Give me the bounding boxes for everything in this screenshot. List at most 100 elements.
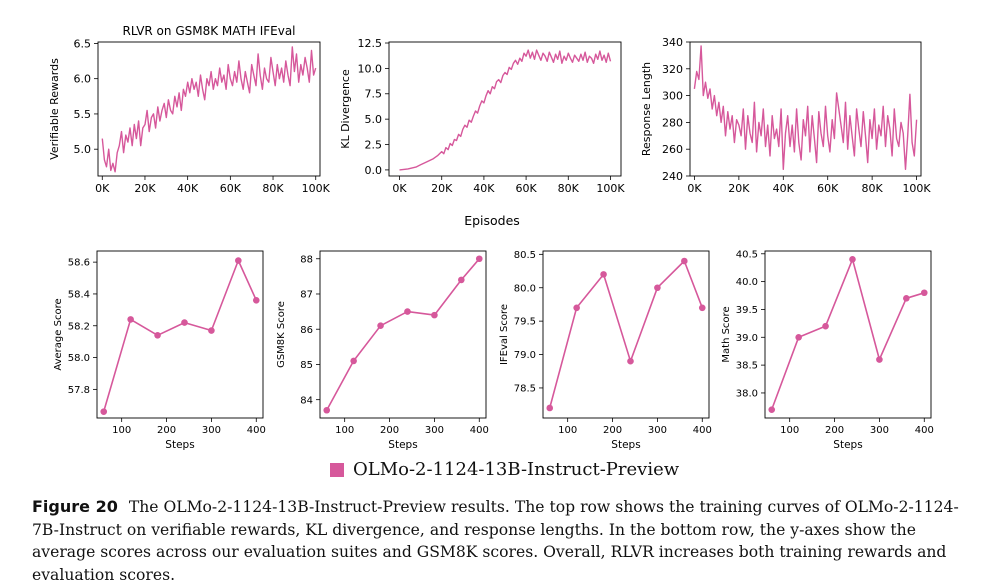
x-tick-label: 300: [870, 425, 889, 436]
x-axis-label: Steps: [611, 439, 640, 451]
x-tick-label: 200: [380, 425, 399, 436]
x-tick-label: 20K: [728, 182, 750, 195]
y-tick-label: 240: [662, 170, 683, 183]
data-point: [822, 322, 829, 330]
x-tick-label: 100: [112, 425, 131, 436]
data-point: [546, 404, 554, 412]
plot-frame: [689, 41, 922, 177]
x-tick-label: 40K: [473, 182, 495, 195]
data-point: [795, 333, 802, 341]
y-tick-label: 58.0: [68, 353, 90, 364]
data-point: [208, 327, 215, 334]
data-point: [235, 257, 242, 264]
y-tick-label: 88: [300, 254, 313, 265]
series-line: [325, 258, 480, 411]
chart-title: RLVR on GSM8K MATH IFEval: [122, 24, 295, 38]
x-tick-label: 200: [825, 425, 844, 436]
x-tick-label: 400: [915, 425, 934, 436]
data-point: [768, 406, 776, 413]
y-tick-label: 10.0: [358, 62, 383, 75]
y-tick-label: 260: [662, 143, 683, 156]
y-tick-label: 39.5: [736, 305, 758, 316]
data-point: [903, 295, 910, 302]
legend-label: OLMo-2-1124-13B-Instruct-Preview: [353, 459, 680, 480]
y-tick-label: 38.5: [736, 361, 758, 372]
data-point: [431, 311, 438, 319]
y-tick-label: 5.0: [74, 143, 92, 156]
x-tick-label: 300: [425, 425, 444, 436]
y-tick-label: 58.2: [68, 321, 90, 332]
data-point: [100, 408, 108, 415]
y-tick-label: 80.5: [514, 250, 536, 261]
series-line: [102, 259, 258, 412]
y-tick-label: 80.0: [514, 283, 536, 294]
y-axis-label: Math Score: [721, 306, 732, 362]
y-tick-label: 58.6: [68, 258, 90, 269]
y-tick-label: 79.5: [514, 317, 536, 328]
data-point: [404, 308, 411, 315]
x-tick-label: 100K: [302, 182, 331, 195]
data-point: [681, 257, 688, 265]
x-tick-label: 200: [603, 425, 622, 436]
x-tick-label: 100: [780, 425, 799, 436]
data-point: [698, 304, 706, 312]
y-tick-label: 38.0: [736, 389, 758, 400]
plot-frame: [96, 250, 264, 419]
y-tick-label: 0.0: [365, 164, 383, 177]
chart-panel-2: 0K 20K 40K 60K 80K 100K 0.0 2.5 5.0 7.5 10.0 12.5 KL…: [339, 37, 625, 195]
y-tick-label: 7.5: [365, 88, 383, 101]
series-line: [770, 258, 925, 410]
plot-frame: [542, 250, 710, 419]
shared-x-axis-label: Episodes: [464, 213, 520, 228]
x-tick-label: 60K: [515, 182, 537, 195]
figure-caption: Figure 20 The OLMo-2-1124-13B-Instruct-P…: [32, 496, 962, 586]
y-tick-label: 86: [300, 325, 313, 336]
legend: OLMo-2-1124-13B-Instruct-Preview: [330, 459, 679, 480]
data-point: [323, 406, 331, 414]
data-point: [154, 331, 161, 339]
y-tick-label: 78.5: [514, 384, 536, 395]
plot-frame: [319, 250, 487, 419]
x-axis-label: Steps: [833, 439, 862, 451]
y-tick-label: 87: [300, 290, 313, 301]
y-tick-label: 5.5: [74, 108, 92, 121]
x-tick-label: 300: [202, 425, 221, 436]
y-tick-label: 58.4: [68, 290, 90, 301]
y-tick-label: 300: [662, 90, 683, 103]
y-axis-label: GSM8K Score: [276, 301, 287, 368]
y-tick-label: 6.5: [74, 37, 92, 50]
y-tick-label: 40.0: [736, 277, 758, 288]
plot-frame: [388, 41, 622, 177]
chart-panel-3: 0K 20K 40K 60K 80K 100K 240 260 280 300 320 340 Resp…: [640, 36, 931, 195]
x-tick-label: 400: [693, 425, 712, 436]
y-tick-label: 39.0: [736, 333, 758, 344]
data-point: [876, 356, 883, 363]
x-tick-label: 100K: [596, 182, 625, 195]
y-axis-label: Average Score: [53, 298, 64, 370]
x-tick-label: 200: [157, 425, 176, 436]
chart-panel-4: 100 200 300 400 57.8 58.0 58.2 58.4 58.6 Steps Ave…: [53, 250, 266, 451]
x-tick-label: 80K: [262, 182, 284, 195]
series-line: [101, 46, 317, 173]
caption-label: Figure 20: [32, 497, 118, 516]
chart-panel-7: 100 200 300 400 38.0 38.5 39.0 39.5 40.0 40.5 Step…: [721, 249, 934, 451]
y-axis-label: Response Length: [640, 62, 653, 156]
x-tick-label: 80K: [862, 182, 884, 195]
y-tick-label: 84: [300, 395, 313, 406]
y-tick-label: 79.0: [514, 350, 536, 361]
x-tick-label: 100: [558, 425, 577, 436]
y-tick-label: 280: [662, 116, 683, 129]
y-axis-label: IFEval Score: [499, 304, 510, 365]
x-tick-label: 20K: [431, 182, 453, 195]
y-tick-label: 320: [662, 63, 683, 76]
series-line: [693, 45, 918, 171]
x-tick-label: 400: [247, 425, 266, 436]
data-point: [127, 316, 134, 323]
data-point: [377, 322, 384, 329]
x-tick-label: 0K: [687, 182, 702, 195]
y-axis-label: Verifiable Rewards: [48, 58, 61, 160]
series-line: [399, 49, 612, 171]
y-tick-label: 57.8: [68, 385, 90, 396]
legend-swatch: [330, 462, 344, 477]
